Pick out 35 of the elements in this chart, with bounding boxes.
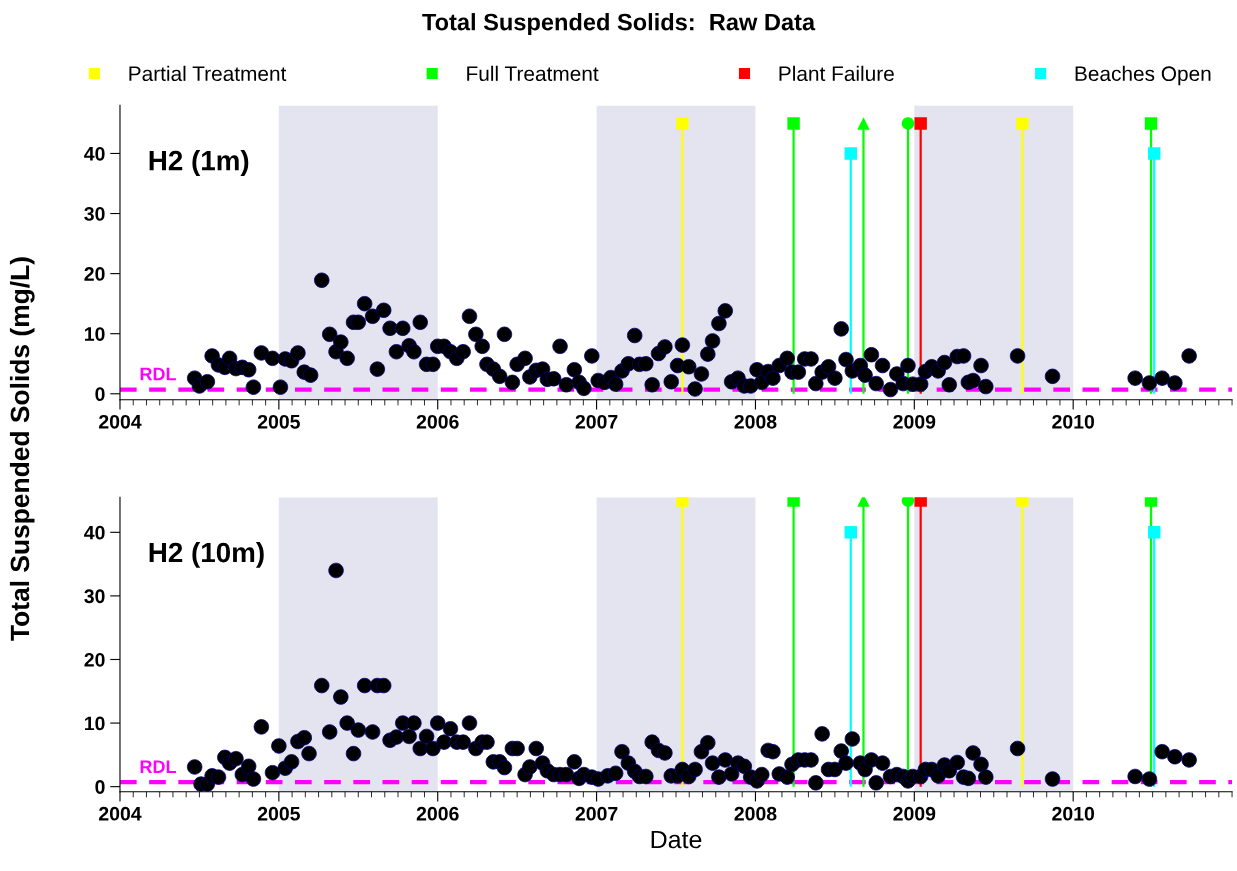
y-tick-label: 10: [85, 327, 105, 341]
x-tick-label: 2006: [416, 806, 459, 821]
legend-label: Partial Treatment: [129, 65, 287, 82]
x-tick-label: 2008: [734, 806, 777, 821]
annotation: H2 (10m): [149, 541, 264, 568]
legend-label: Beaches Open: [1075, 65, 1211, 86]
y-tick-label: 30: [84, 589, 105, 604]
x-tick-label: 2004: [99, 414, 142, 429]
y-tick-label: 40: [84, 525, 105, 540]
x-tick-label: 2009: [893, 414, 936, 429]
x-tick-label: 2007: [575, 414, 618, 429]
y-tick-label: 20: [84, 652, 105, 667]
x-tick-label: 2007: [575, 806, 618, 821]
legend-label: Full Treatment: [467, 65, 599, 82]
x-tick-label: 2010: [1052, 414, 1095, 429]
x-tick-label: 2005: [257, 414, 300, 429]
y-tick-label: 20: [84, 267, 105, 281]
x-tick-label: 2008: [734, 414, 777, 429]
x-tick-label: 2010: [1052, 806, 1095, 821]
y-tick-label: 30: [84, 207, 105, 221]
y-tick-label: 0: [95, 780, 105, 794]
y-tick-label: 10: [85, 716, 105, 731]
x-tick-label: 2004: [99, 806, 142, 821]
legend-label: Plant Failure: [779, 65, 894, 82]
y-tick-label: 0: [95, 387, 105, 402]
x-tick-label: 2006: [416, 414, 459, 429]
y-tick-label: 40: [84, 146, 105, 161]
x-tick-label: 2005: [257, 806, 300, 821]
x-tick-label: 2009: [893, 806, 936, 821]
chart-title: Total Suspended Solids: Raw Data: [422, 13, 816, 36]
annotation: H2 (1m): [149, 150, 249, 176]
x-axis-title: Date: [651, 830, 702, 849]
ref-line-label: RDL: [140, 367, 176, 381]
y-axis-title: Total Suspended Solids (mg/L): [9, 257, 35, 641]
ref-line-label: RDL: [140, 760, 176, 773]
